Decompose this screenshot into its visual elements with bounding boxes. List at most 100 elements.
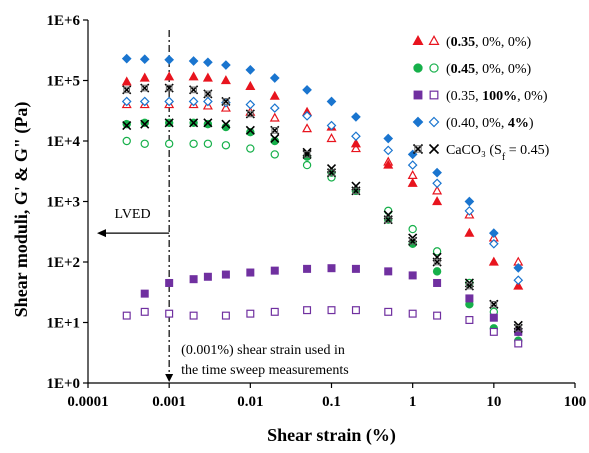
legend-label: (0.40, 0%, 4%) [446, 116, 534, 131]
data-points [121, 53, 524, 348]
data-point [413, 63, 423, 73]
data-point [464, 206, 475, 216]
y-tick-label: 1E+5 [46, 74, 80, 90]
data-point [203, 139, 213, 148]
data-point [433, 311, 442, 320]
legend-entry: CaCO₃ (Sf = 0.45) [412, 143, 550, 163]
data-point [302, 111, 312, 121]
series-s040 [121, 53, 524, 286]
data-point [351, 131, 361, 142]
strain-annotation-line-1: (0.001%) shear strain used in [181, 343, 345, 358]
data-point [245, 80, 256, 90]
data-point [165, 84, 173, 92]
x-tick-label: 0.01 [237, 394, 263, 410]
data-point [409, 237, 416, 245]
data-point [140, 119, 150, 129]
data-point [269, 90, 280, 100]
data-point [269, 112, 280, 122]
x-tick-label: 10 [486, 394, 501, 410]
data-point [303, 306, 312, 315]
data-point [408, 309, 417, 318]
data-point [302, 123, 313, 133]
data-point [514, 339, 523, 348]
data-point [270, 307, 279, 316]
data-point [122, 136, 131, 146]
data-point [247, 110, 254, 118]
data-point [432, 185, 443, 195]
legend-label: CaCO₃ (Sf = 0.45) [446, 143, 550, 163]
data-point [465, 315, 474, 324]
data-point [383, 133, 394, 144]
series-caco3 [122, 83, 523, 333]
x-tick-label: 100 [564, 394, 587, 410]
data-point [466, 282, 473, 290]
data-point [465, 294, 474, 303]
data-point [246, 268, 255, 277]
data-point [204, 90, 212, 98]
data-point [164, 54, 175, 65]
reference-line-arrowhead [165, 374, 174, 382]
data-point [327, 306, 336, 315]
data-point [203, 57, 213, 68]
y-tick-label: 1E+0 [46, 376, 80, 392]
data-point [302, 85, 312, 95]
data-point [384, 267, 393, 276]
data-point [270, 150, 279, 159]
y-axis-label: Shear moduli, G' & G" (Pa) [11, 102, 32, 318]
y-axis-ticks: 1E+0 1E+1 1E+2 1E+3 1E+4 1E+5 1E+6 [46, 13, 88, 392]
data-point [407, 177, 418, 187]
data-point [164, 71, 175, 81]
data-point [164, 139, 174, 148]
data-point [352, 187, 360, 195]
data-point [203, 96, 213, 107]
legend: (0.35, 0%, 0%) (0.45, 0%, 0%) (0.35, 100%,… [412, 35, 550, 163]
data-point [413, 90, 423, 100]
data-point [121, 76, 132, 86]
data-point [122, 311, 131, 320]
x-tick-label: 0.0001 [67, 394, 108, 410]
data-point [221, 270, 230, 279]
y-tick-label: 1E+2 [46, 255, 80, 271]
data-point [246, 144, 255, 153]
data-point [328, 169, 335, 176]
data-point [303, 264, 312, 273]
data-point [513, 263, 524, 273]
data-point [302, 160, 312, 170]
strain-annotation-line-2: the time sweep measurements [181, 363, 349, 378]
data-point [513, 280, 524, 290]
data-point [122, 119, 131, 129]
data-point [220, 75, 231, 85]
data-point [202, 72, 213, 82]
legend-label: (0.45, 0%, 0%) [446, 62, 531, 77]
data-point [464, 227, 475, 237]
data-point [433, 278, 442, 287]
data-point [140, 118, 149, 127]
data-point [121, 96, 132, 107]
data-point [122, 120, 132, 131]
data-point [222, 98, 230, 105]
lved-label: LVED [115, 207, 151, 222]
data-point [489, 327, 498, 336]
data-point [140, 307, 149, 316]
data-point [123, 86, 131, 94]
data-point [139, 96, 150, 107]
data-point [139, 72, 150, 82]
data-point [326, 133, 337, 143]
legend-label: (0.35, 0%, 0%) [446, 35, 531, 50]
data-point [221, 60, 231, 70]
data-point [433, 258, 441, 266]
x-axis-label: Shear strain (%) [267, 425, 396, 446]
data-point [408, 224, 417, 234]
data-point [384, 216, 392, 224]
data-point [383, 159, 394, 169]
data-point [384, 307, 393, 316]
data-point [432, 178, 442, 189]
data-point [164, 96, 175, 107]
data-point [428, 143, 440, 155]
data-point [428, 116, 440, 128]
data-point [246, 309, 255, 318]
data-point [270, 133, 280, 144]
data-point [429, 63, 439, 73]
data-point [432, 267, 442, 276]
